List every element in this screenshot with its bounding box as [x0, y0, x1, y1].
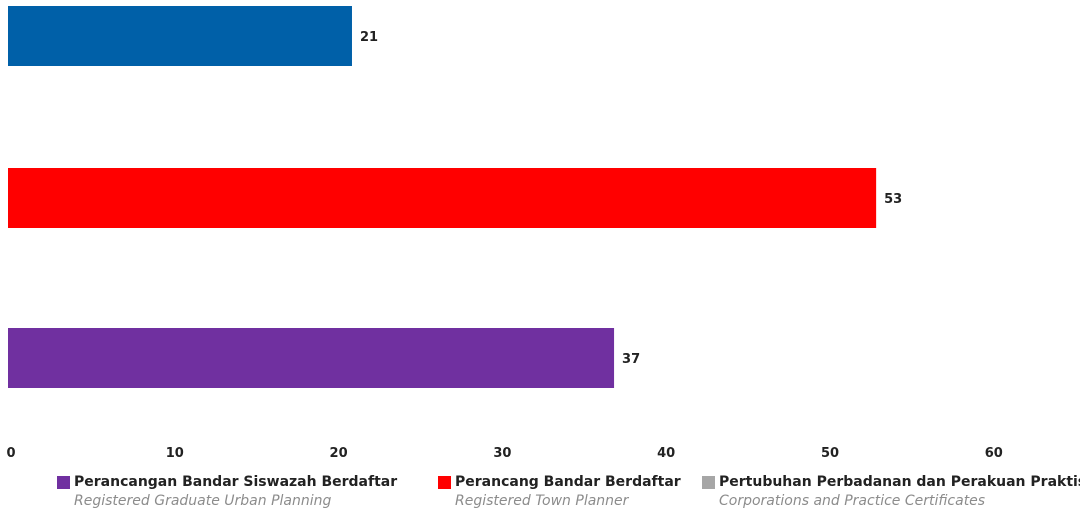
legend-swatch — [57, 475, 70, 489]
x-tick-label: 30 — [493, 446, 511, 461]
x-tick-label: 60 — [985, 446, 1003, 461]
legend-label: Perancang Bandar Berdaftar — [455, 474, 681, 490]
legend-item-corporations: Pertubuhan Perbadanan dan Perakuan Prakt… — [702, 474, 1080, 509]
legend-item-town-planner: Perancang Bandar Berdaftar Registered To… — [438, 474, 681, 509]
bar-value-label: 53 — [884, 192, 902, 207]
bar-value-label: 37 — [622, 352, 640, 367]
legend-sublabel: Corporations and Practice Certificates — [719, 493, 986, 509]
legend-label: Perancangan Bandar Siswazah Berdaftar — [74, 474, 398, 490]
legend-label: Pertubuhan Perbadanan dan Perakuan Prakt… — [719, 474, 1080, 490]
x-tick-label: 20 — [330, 446, 348, 461]
bar-value-label: 21 — [360, 30, 378, 45]
x-tick-label: 40 — [657, 446, 675, 461]
x-tick-label: 10 — [166, 446, 184, 461]
legend-sublabel: Registered Town Planner — [455, 493, 629, 509]
legend-sublabel: Registered Graduate Urban Planning — [74, 493, 332, 509]
x-tick-label: 0 — [6, 446, 15, 461]
legend-item-graduate-urban-planning: Perancangan Bandar Siswazah Berdaftar Re… — [57, 474, 397, 509]
legend: Perancangan Bandar Siswazah Berdaftar Re… — [0, 474, 1080, 515]
bar-1 — [8, 168, 877, 228]
legend-swatch — [438, 475, 451, 489]
bar-0 — [8, 6, 352, 66]
legend-swatch — [702, 475, 715, 489]
bar-2 — [8, 328, 615, 388]
x-tick-label: 50 — [821, 446, 839, 461]
